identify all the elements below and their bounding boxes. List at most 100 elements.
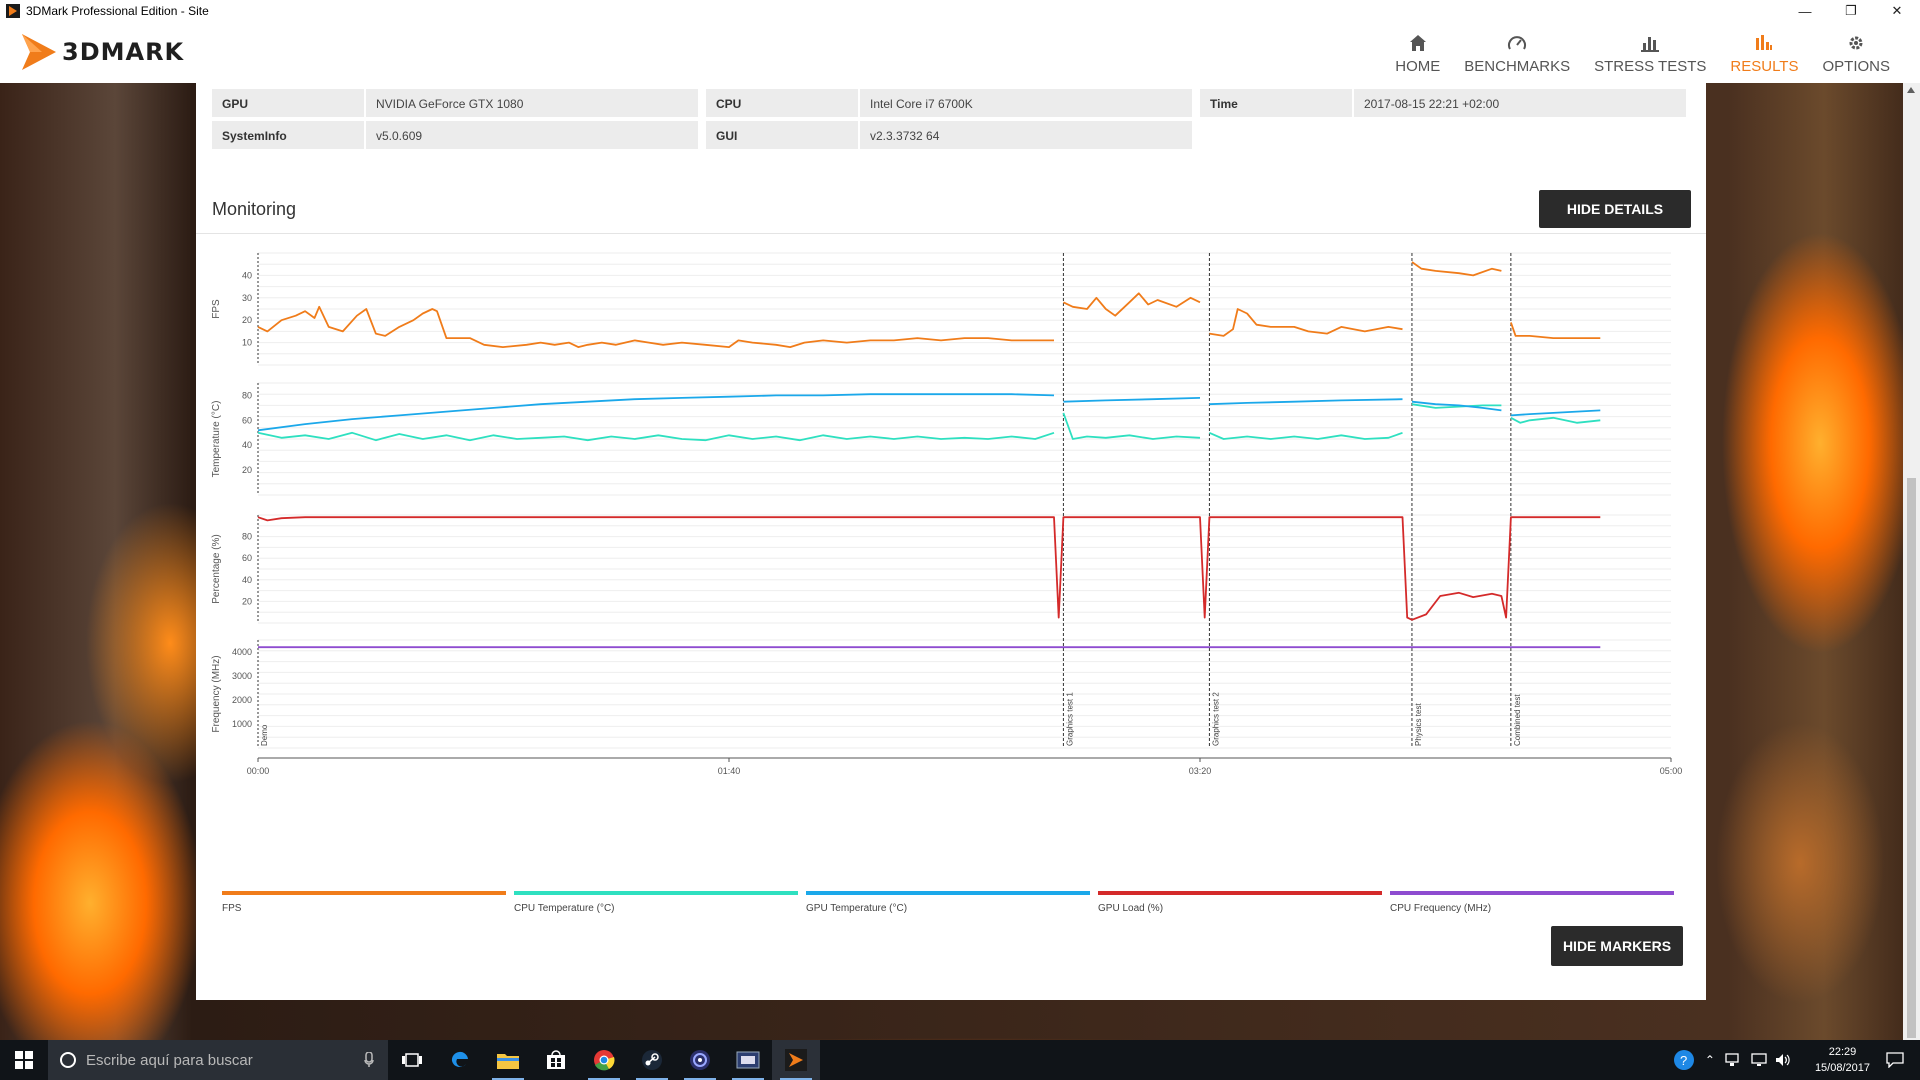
legend-label: CPU Temperature (°C) (514, 903, 615, 914)
tray-expand-chevron-icon[interactable]: ⌃ (1704, 1053, 1715, 1067)
window-titlebar: 3DMark Professional Edition - Site — ❐ ✕ (0, 0, 1920, 22)
bar-chart-icon (1641, 37, 1660, 52)
nav-benchmarks[interactable]: BENCHMARKS (1452, 22, 1582, 83)
nav-results[interactable]: RESULTS (1718, 22, 1810, 83)
legend-item[interactable]: CPU Frequency (MHz) (1390, 891, 1674, 914)
y-tick-label: 80 (242, 532, 252, 542)
svg-text:?: ? (1680, 1053, 1687, 1068)
chrome-button[interactable] (580, 1040, 628, 1080)
start-button[interactable] (0, 1040, 48, 1080)
microphone-icon[interactable] (364, 1052, 374, 1068)
task-view-button[interactable] (388, 1040, 436, 1080)
cpuid-button[interactable] (724, 1040, 772, 1080)
legend-item[interactable]: FPS (222, 891, 506, 914)
nav-home[interactable]: HOME (1383, 22, 1452, 83)
y-axis-title: Frequency (MHz) (211, 655, 222, 732)
steam-icon (642, 1050, 662, 1070)
y-tick-label: 4000 (232, 647, 252, 657)
systeminfo-value: v5.0.609 (366, 121, 698, 149)
cinema-icon (690, 1050, 710, 1070)
volume-icon[interactable] (1775, 1053, 1791, 1067)
series-line (257, 403, 1601, 442)
y-tick-label: 10 (242, 338, 252, 348)
nav-benchmarks-label: BENCHMARKS (1464, 58, 1571, 75)
file-explorer-button[interactable] (484, 1040, 532, 1080)
y-axis-title: Temperature (°C) (211, 401, 222, 478)
active-indicator (588, 1078, 620, 1080)
y-tick-label: 80 (242, 390, 252, 400)
chrome-icon (594, 1050, 615, 1071)
legend-item[interactable]: CPU Temperature (°C) (514, 891, 798, 914)
x-tick-label: 05:00 (1660, 766, 1683, 776)
marker-label: Combined test (1513, 694, 1522, 746)
legend-swatch (806, 891, 1090, 895)
y-tick-label: 2000 (232, 695, 252, 705)
windows-logo-icon (15, 1051, 33, 1069)
scrollbar-thumb[interactable] (1907, 478, 1916, 1038)
edge-icon (451, 1051, 468, 1068)
cpu-value: Intel Core i7 6700K (860, 89, 1192, 117)
series-line (257, 393, 1601, 432)
y-axis-title: FPS (211, 299, 222, 319)
nav-options[interactable]: OPTIONS (1810, 22, 1902, 83)
3dmark-logo[interactable]: 3DMARK (20, 30, 184, 74)
edge-button[interactable] (436, 1040, 484, 1080)
taskbar-search[interactable]: Escribe aquí para buscar (48, 1040, 388, 1080)
legend-item[interactable]: GPU Load (%) (1098, 891, 1382, 914)
minimize-button[interactable]: — (1798, 3, 1812, 19)
action-center-icon[interactable] (1886, 1052, 1904, 1068)
monitoring-title: Monitoring (212, 199, 297, 219)
info-row-systeminfo: SystemInfo v5.0.609 (212, 121, 698, 149)
task-view-icon (402, 1053, 422, 1067)
marker-label: Graphics test 1 (1065, 692, 1074, 746)
y-tick-label: 20 (242, 596, 252, 606)
y-tick-label: 40 (242, 575, 252, 585)
nav-stress-tests[interactable]: STRESS TESTS (1582, 22, 1718, 83)
y-tick-label: 30 (242, 293, 252, 303)
app-header: 3DMARK HOME BENCHMARKS STRESS TESTS RESU… (0, 22, 1920, 83)
store-button[interactable] (532, 1040, 580, 1080)
3dmark-button[interactable] (772, 1040, 820, 1080)
systeminfo-label: SystemInfo (212, 121, 364, 149)
gauge-icon (1508, 36, 1527, 50)
clock-time: 22:29 (1828, 1046, 1857, 1058)
cinema-button[interactable] (676, 1040, 724, 1080)
home-icon (1409, 35, 1426, 51)
hide-details-button[interactable]: HIDE DETAILS (1539, 190, 1691, 228)
section-divider (196, 233, 1706, 234)
info-row-time: Time 2017-08-15 22:21 +02:00 (1200, 89, 1686, 117)
taskbar-clock[interactable]: 22:29 15/08/2017 (1815, 1044, 1870, 1076)
close-button[interactable]: ✕ (1891, 3, 1903, 18)
nav-options-label: OPTIONS (1822, 58, 1890, 75)
cortana-icon (60, 1052, 76, 1068)
help-icon[interactable]: ? (1673, 1049, 1695, 1071)
y-tick-label: 20 (242, 465, 252, 475)
marker-label: Demo (260, 724, 269, 746)
search-placeholder: Escribe aquí para buscar (86, 1051, 253, 1069)
3dmark-app-icon (6, 4, 20, 18)
x-tick-label: 00:00 (247, 766, 270, 776)
info-row-cpu: CPU Intel Core i7 6700K (706, 89, 1192, 117)
network-icon[interactable] (1725, 1053, 1743, 1067)
series-line (257, 261, 1601, 348)
clock-date: 15/08/2017 (1814, 1062, 1870, 1074)
results-panel: GPU NVIDIA GeForce GTX 1080 CPU Intel Co… (196, 83, 1706, 1000)
info-row-gui: GUI v2.3.3732 64 (706, 121, 1192, 149)
chart-legend: FPS CPU Temperature (°C) GPU Temperature (… (222, 891, 1682, 914)
restore-button[interactable]: ❐ (1845, 3, 1857, 18)
page-scrollbar[interactable] (1903, 83, 1920, 1040)
hide-markers-button[interactable]: HIDE MARKERS (1551, 926, 1683, 966)
gpu-label: GPU (212, 89, 364, 117)
active-indicator (732, 1078, 764, 1080)
display-icon[interactable] (1751, 1053, 1767, 1067)
3dmark-logo-icon (22, 34, 56, 70)
main-nav: HOME BENCHMARKS STRESS TESTS RESULTS OPT… (1383, 22, 1902, 83)
legend-label: GPU Load (%) (1098, 903, 1164, 914)
gui-value: v2.3.3732 64 (860, 121, 1192, 149)
legend-swatch (1098, 891, 1382, 895)
legend-label: FPS (222, 903, 242, 914)
legend-item[interactable]: GPU Temperature (°C) (806, 891, 1090, 914)
legend-swatch (514, 891, 798, 895)
steam-button[interactable] (628, 1040, 676, 1080)
scroll-up-arrow-icon[interactable] (1907, 87, 1915, 93)
